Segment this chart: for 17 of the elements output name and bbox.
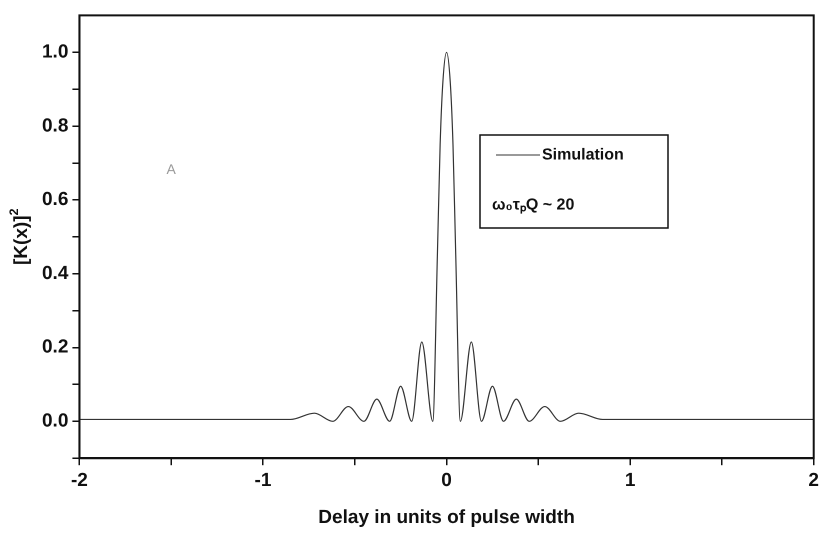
annotation: A	[166, 161, 177, 178]
y-tick-label: 0.8	[42, 115, 68, 136]
text: 0.0	[42, 410, 68, 432]
x-tick-label: -1	[254, 470, 272, 491]
x-tick-label: 1	[624, 470, 636, 491]
legend-label: Simulation	[542, 146, 624, 164]
y-axis-title: [K(x)]2	[6, 208, 32, 266]
x-tick-label: -2	[70, 470, 88, 491]
y-tick-label: 0.6	[42, 189, 68, 210]
x-tick-label: 0	[441, 470, 452, 491]
line-series	[79, 52, 814, 422]
annotation: ω₀τₚQ ~ 20	[492, 196, 574, 214]
text: 1.0	[42, 42, 68, 63]
y-tick-label: 0.4	[42, 262, 69, 284]
x-tick-label: 2	[808, 470, 820, 491]
x-axis-title: Delay in units of pulse width	[318, 507, 575, 528]
y-tick-label: 0.2	[42, 336, 68, 358]
